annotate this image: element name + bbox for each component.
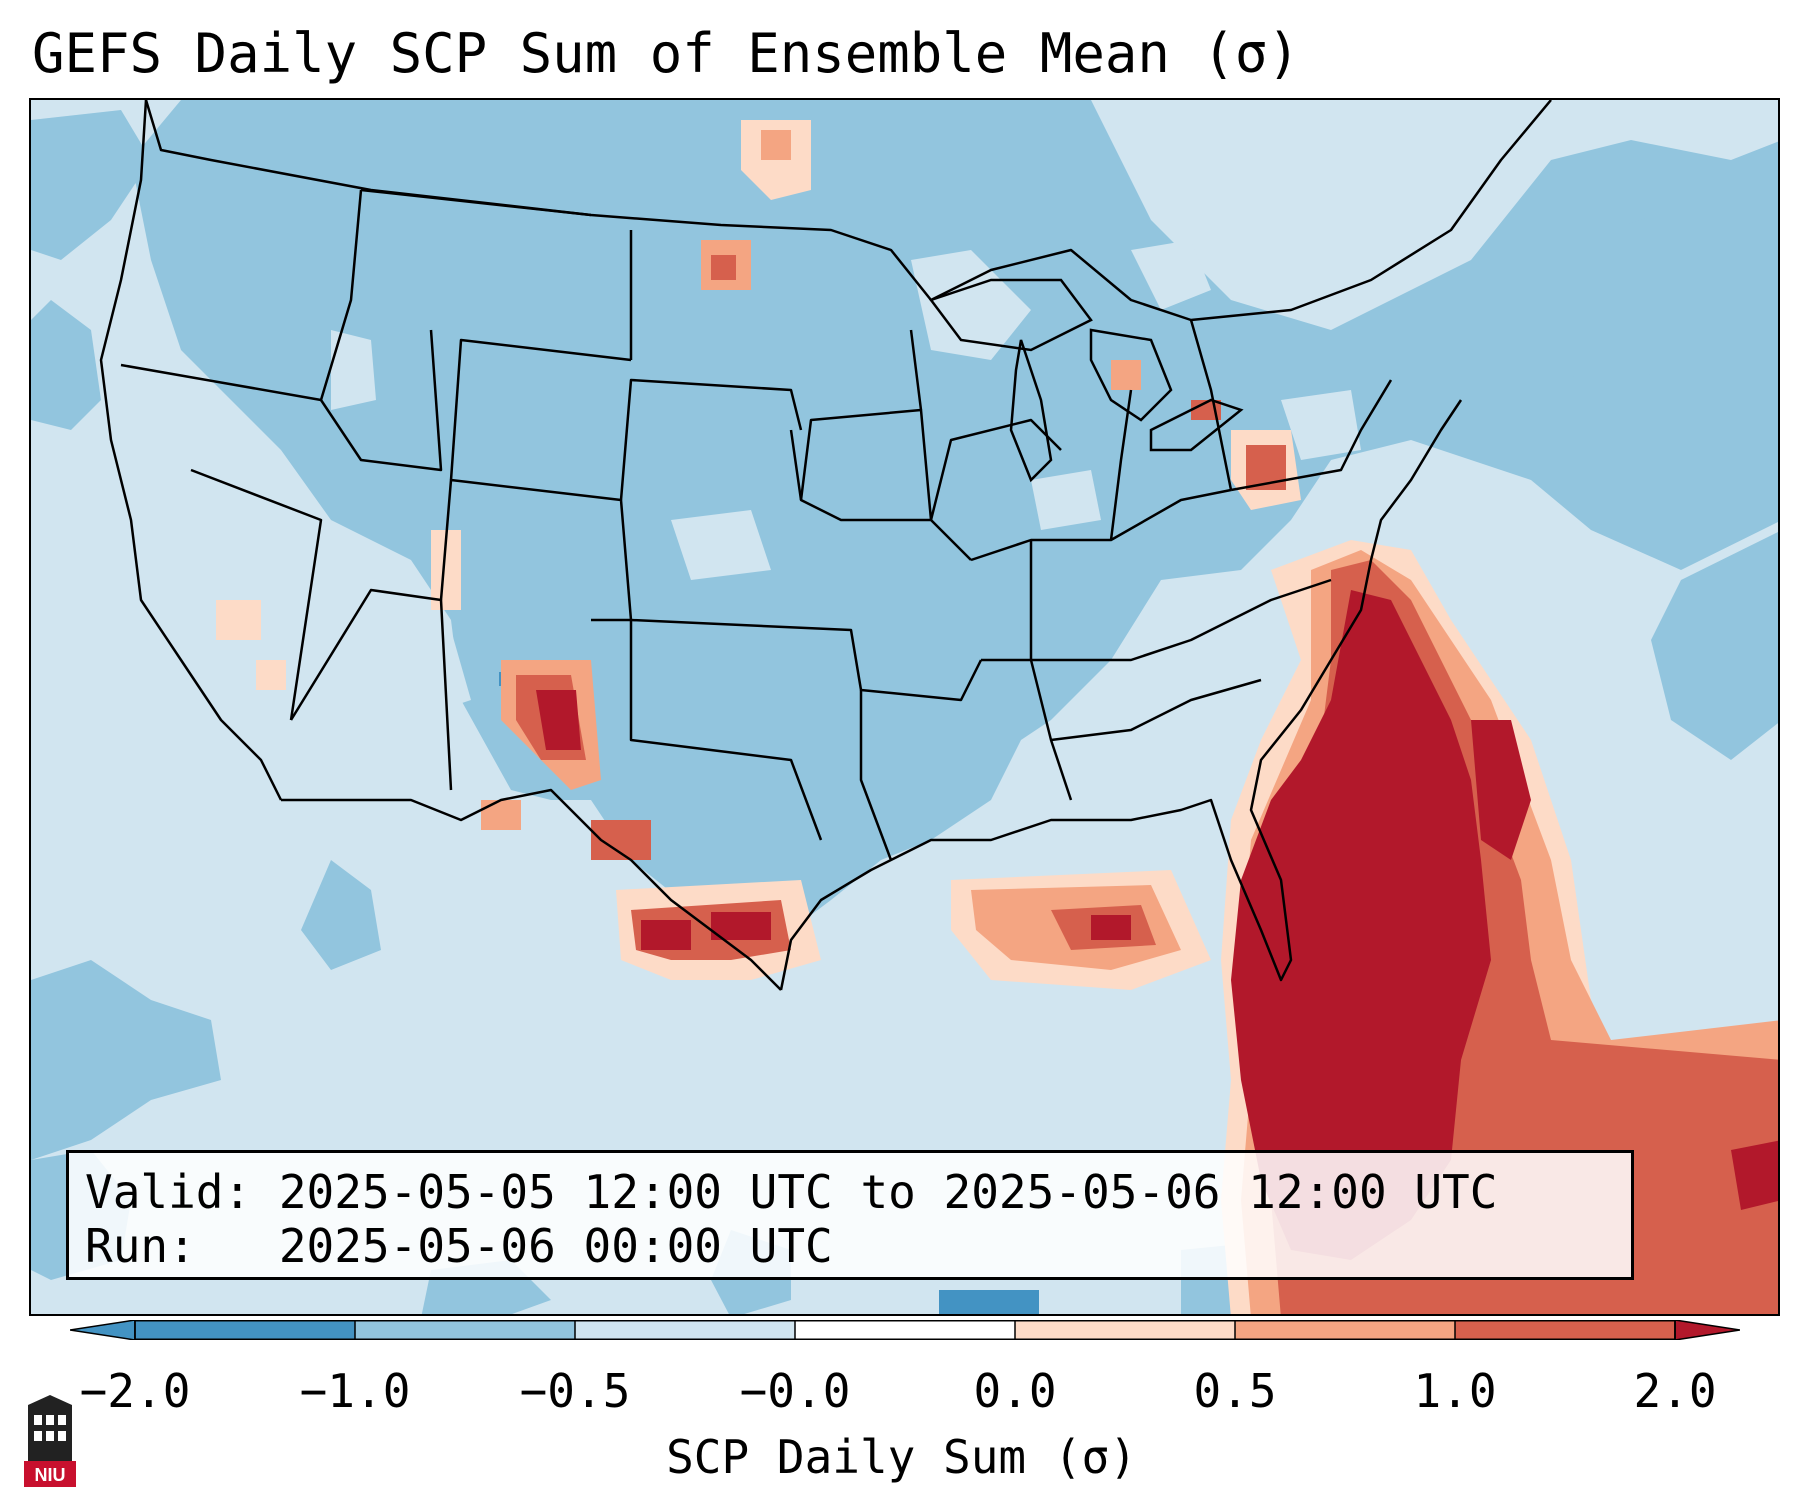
colorbar-tick-label: 2.0	[1633, 1364, 1717, 1418]
colorbar-segment	[575, 1320, 795, 1340]
state-boundaries	[99, 100, 1552, 991]
map-panel	[29, 98, 1780, 1316]
colorbar-segment	[795, 1320, 1015, 1340]
colorbar-tick-label: 0.5	[1193, 1364, 1277, 1418]
colorbar-segment	[1015, 1320, 1235, 1340]
great-lakes	[928, 278, 1244, 483]
niu-logo-icon: NIU	[22, 1395, 78, 1487]
colorbar-tick-label: −2.0	[79, 1364, 191, 1418]
colorbar-extend-low	[70, 1320, 136, 1340]
colorbar-tick-label: −0.5	[519, 1364, 631, 1418]
valid-time-label: Valid: 2025-05-05 12:00 UTC to 2025-05-0…	[85, 1165, 1498, 1219]
colorbar-segment	[1235, 1320, 1455, 1340]
svg-text:NIU: NIU	[35, 1465, 66, 1485]
colorbar-tick-label: 1.0	[1413, 1364, 1497, 1418]
colorbar-tick-label: 0.0	[973, 1364, 1057, 1418]
map-title: GEFS Daily SCP Sum of Ensemble Mean (σ)	[32, 22, 1300, 85]
weak-negative-islands	[221, 240, 1361, 770]
colorbar-label: SCP Daily Sum (σ)	[666, 1430, 1137, 1484]
scp-field-map	[31, 100, 1778, 1314]
colorbar	[70, 1320, 1740, 1340]
colorbar-tick-label: −0.0	[739, 1364, 851, 1418]
colorbar-segment	[1455, 1320, 1675, 1340]
colorbar-tick-label: −1.0	[299, 1364, 411, 1418]
colorbar-segment	[355, 1320, 575, 1340]
positive-anomaly-areas	[216, 120, 1778, 1314]
colorbar-segment	[135, 1320, 355, 1340]
colorbar-extend-high	[1674, 1320, 1740, 1340]
valid-time-box: Valid: 2025-05-05 12:00 UTC to 2025-05-0…	[66, 1150, 1634, 1280]
run-time-label: Run: 2025-05-06 00:00 UTC	[85, 1219, 833, 1273]
